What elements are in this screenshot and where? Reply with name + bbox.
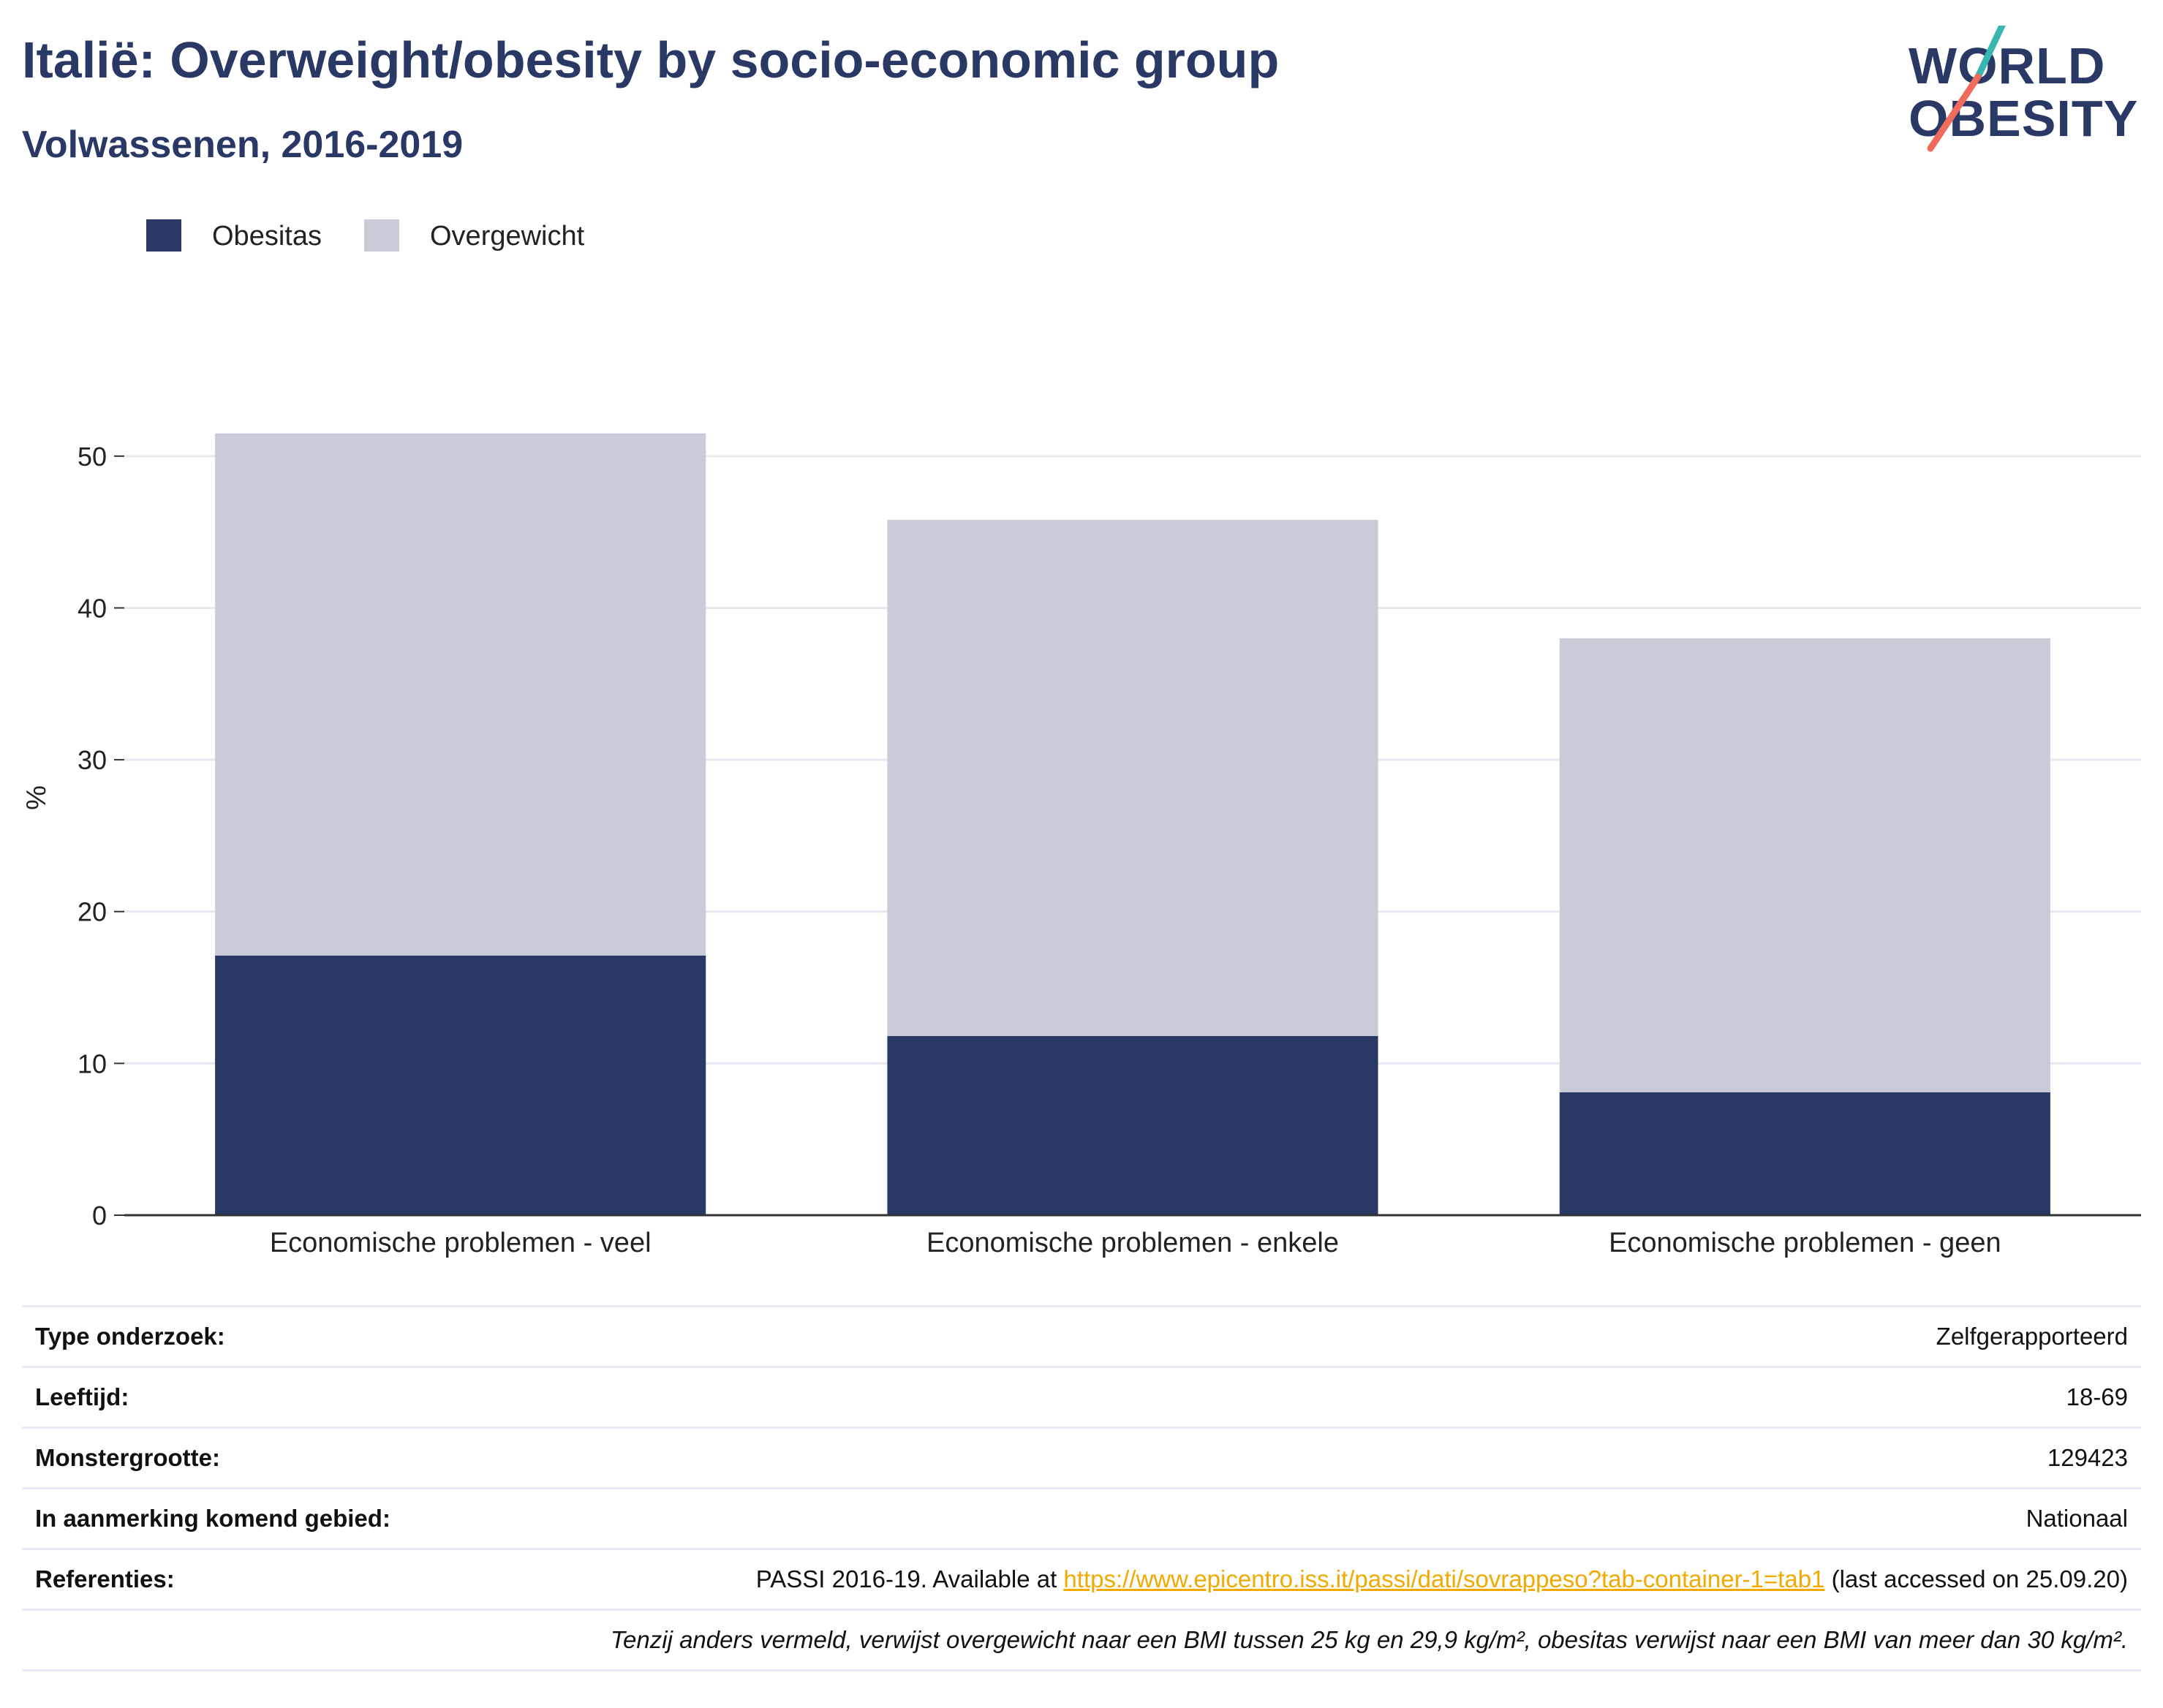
info-row-references: Referenties: PASSI 2016-19. Available at… — [22, 1548, 2141, 1610]
bar-obesitas-1[interactable] — [215, 955, 706, 1215]
legend-label-overgewicht: Overgewicht — [430, 221, 585, 252]
info-row-age: Leeftijd: 18-69 — [22, 1366, 2141, 1428]
note-spacer — [22, 1609, 442, 1671]
y-tick-label-10: 10 — [78, 1048, 107, 1078]
y-tick-label-20: 20 — [78, 897, 107, 927]
bar-overgewicht-1[interactable] — [215, 433, 706, 956]
y-tick-label-30: 30 — [78, 745, 107, 775]
x-tick-label-3: Economische problemen - geen — [1609, 1228, 2001, 1258]
info-label: Type onderzoek: — [22, 1305, 442, 1367]
legend-swatch-overgewicht — [364, 219, 399, 252]
reference-suffix: (last accessed on 25.09.20) — [1824, 1565, 2128, 1592]
info-value: Nationaal — [442, 1487, 2141, 1549]
legend-label-obesitas: Obesitas — [212, 221, 322, 252]
bar-overgewicht-3[interactable] — [1559, 638, 2050, 1092]
x-tick-label-2: Economische problemen - enkele — [926, 1228, 1339, 1258]
bars — [215, 433, 2050, 1215]
chart-subtitle: Volwassenen, 2016-2019 — [22, 124, 464, 166]
bar-obesitas-2[interactable] — [887, 1035, 1378, 1215]
info-row-type: Type onderzoek: Zelfgerapporteerd — [22, 1305, 2141, 1367]
y-tick-label-50: 50 — [78, 442, 107, 472]
y-tick-label-40: 40 — [78, 593, 107, 623]
info-label: Leeftijd: — [22, 1366, 442, 1428]
logo-slash-icon — [1927, 26, 2006, 152]
bar-obesitas-3[interactable] — [1559, 1092, 2050, 1215]
info-label: Referenties: — [22, 1548, 442, 1610]
chart-title: Italië: Overweight/obesity by socio-econ… — [22, 31, 1280, 88]
reference-link[interactable]: https://www.epicentro.iss.it/passi/dati/… — [1063, 1565, 1825, 1592]
info-row-note: Tenzij anders vermeld, verwijst overgewi… — [22, 1609, 2141, 1671]
reference-value: PASSI 2016-19. Available at https://www.… — [442, 1548, 2141, 1610]
x-tick-labels: Economische problemen - veel Economische … — [270, 1228, 2001, 1258]
y-axis-label: % — [21, 785, 52, 810]
logo-line-1: WORLD — [1909, 37, 2106, 94]
reference-prefix: PASSI 2016-19. Available at — [755, 1565, 1064, 1592]
stacked-bar-chart: 0 10 20 30 40 50 Economische problemen - veel… — [21, 433, 2141, 1258]
info-row-sample: Monstergrootte: 129423 — [22, 1427, 2141, 1489]
bar-overgewicht-2[interactable] — [887, 520, 1378, 1036]
y-tick-labels: 0 10 20 30 40 50 — [78, 442, 124, 1231]
bmi-note: Tenzij anders vermeld, verwijst overgewi… — [442, 1609, 2141, 1671]
info-label: In aanmerking komend gebied: — [22, 1487, 442, 1549]
info-label: Monstergrootte: — [22, 1427, 442, 1489]
info-value: Zelfgerapporteerd — [442, 1305, 2141, 1367]
info-value: 18-69 — [442, 1366, 2141, 1428]
info-value: 129423 — [442, 1427, 2141, 1489]
x-tick-label-1: Economische problemen - veel — [270, 1228, 652, 1258]
legend-swatch-obesitas — [146, 219, 181, 252]
info-row-area: In aanmerking komend gebied: Nationaal — [22, 1487, 2141, 1549]
info-table: Type onderzoek: Zelfgerapporteerd Leefti… — [22, 1305, 2141, 1671]
y-tick-label-0: 0 — [92, 1201, 107, 1231]
world-obesity-logo: WORLD OBESITY — [1909, 26, 2150, 154]
